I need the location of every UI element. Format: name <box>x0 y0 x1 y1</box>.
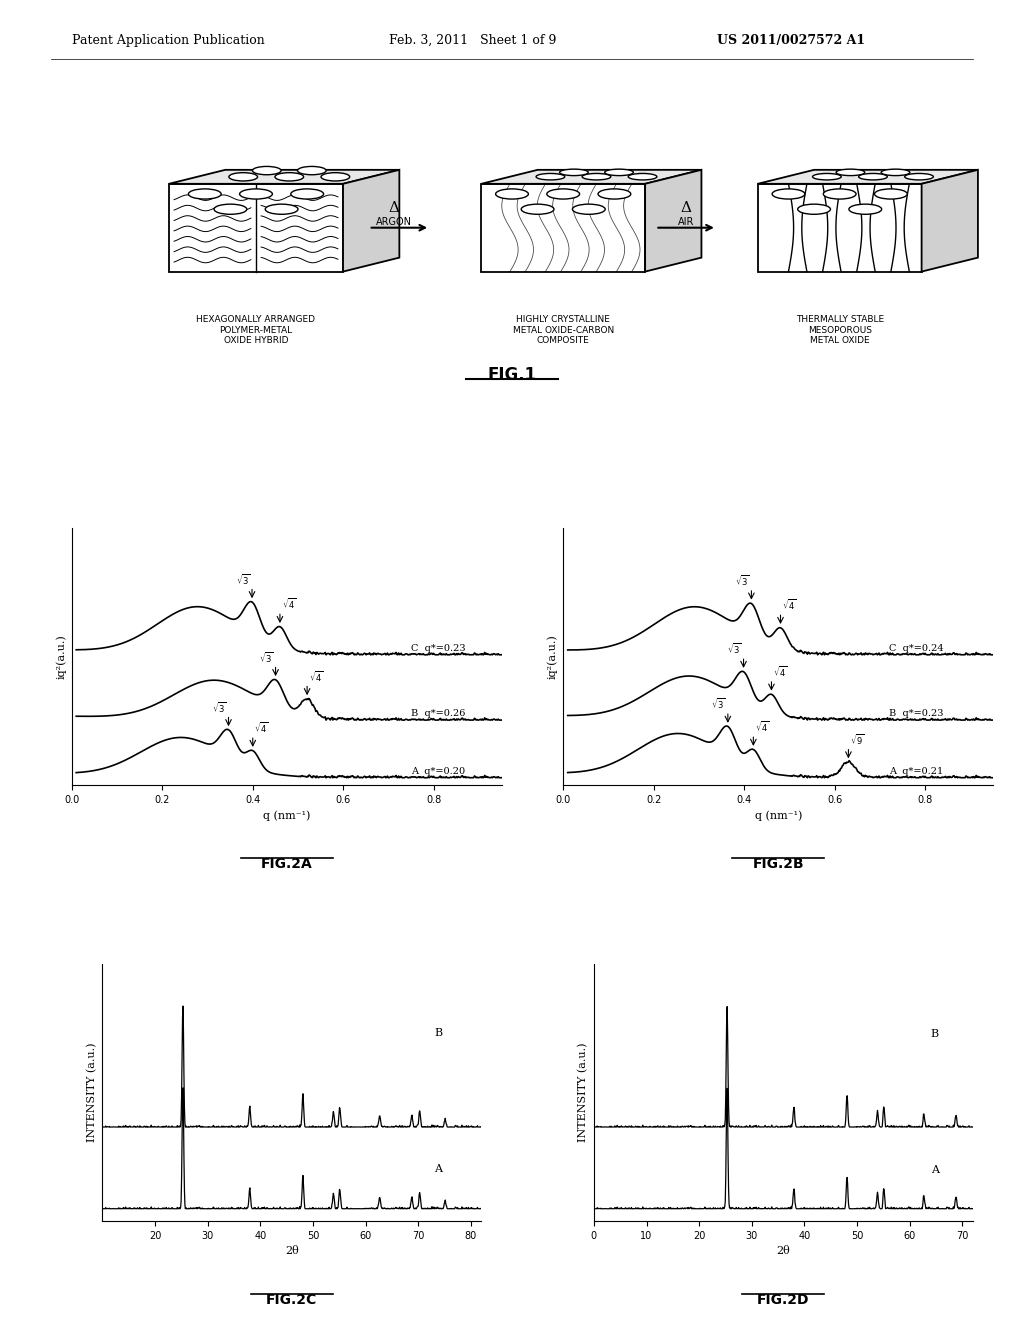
Ellipse shape <box>274 173 303 181</box>
Text: FIG.2D: FIG.2D <box>757 1294 810 1307</box>
Ellipse shape <box>836 169 864 176</box>
Ellipse shape <box>798 205 830 214</box>
Ellipse shape <box>604 169 633 176</box>
Y-axis label: INTENSITY (a.u.): INTENSITY (a.u.) <box>579 1043 589 1142</box>
Ellipse shape <box>905 173 934 180</box>
Polygon shape <box>169 170 399 183</box>
Polygon shape <box>922 170 978 272</box>
Y-axis label: iq²(a.u.): iq²(a.u.) <box>55 635 67 678</box>
Text: B  q*=0.26: B q*=0.26 <box>412 709 466 718</box>
Text: B: B <box>931 1028 939 1039</box>
Ellipse shape <box>560 169 589 176</box>
Text: B: B <box>434 1028 442 1039</box>
Polygon shape <box>481 170 701 183</box>
Ellipse shape <box>521 205 554 214</box>
Text: FIG.2A: FIG.2A <box>261 858 312 871</box>
Text: A: A <box>434 1164 442 1175</box>
Ellipse shape <box>240 189 272 199</box>
Text: US 2011/0027572 A1: US 2011/0027572 A1 <box>717 33 865 46</box>
Text: C  q*=0.24: C q*=0.24 <box>889 644 944 652</box>
Text: HIGHLY CRYSTALLINE
METAL OXIDE-CARBON
COMPOSITE: HIGHLY CRYSTALLINE METAL OXIDE-CARBON CO… <box>513 315 613 346</box>
Ellipse shape <box>252 166 281 174</box>
Ellipse shape <box>582 173 610 180</box>
Text: Patent Application Publication: Patent Application Publication <box>72 33 264 46</box>
Text: AIR: AIR <box>678 218 694 227</box>
Ellipse shape <box>858 173 887 180</box>
Ellipse shape <box>228 173 257 181</box>
Ellipse shape <box>882 169 910 176</box>
Y-axis label: INTENSITY (a.u.): INTENSITY (a.u.) <box>87 1043 97 1142</box>
Ellipse shape <box>496 189 528 199</box>
Polygon shape <box>343 170 399 272</box>
Ellipse shape <box>188 189 221 199</box>
Text: THERMALLY STABLE
MESOPOROUS
METAL OXIDE: THERMALLY STABLE MESOPOROUS METAL OXIDE <box>796 315 884 346</box>
Polygon shape <box>758 170 978 183</box>
Polygon shape <box>481 183 645 272</box>
X-axis label: q (nm⁻¹): q (nm⁻¹) <box>263 810 310 821</box>
Text: $\sqrt{4}$: $\sqrt{4}$ <box>782 598 797 612</box>
Ellipse shape <box>823 189 856 199</box>
Polygon shape <box>758 183 922 272</box>
Text: $\sqrt{3}$: $\sqrt{3}$ <box>712 697 726 711</box>
Text: $\sqrt{4}$: $\sqrt{4}$ <box>282 597 296 611</box>
Text: B  q*=0.23: B q*=0.23 <box>889 709 944 718</box>
Polygon shape <box>645 170 701 272</box>
Text: FIG.2B: FIG.2B <box>753 858 804 871</box>
Ellipse shape <box>874 189 907 199</box>
Text: $\sqrt{4}$: $\sqrt{4}$ <box>755 719 770 734</box>
Text: $\sqrt{3}$: $\sqrt{3}$ <box>727 642 741 656</box>
Text: $\sqrt{9}$: $\sqrt{9}$ <box>850 733 865 747</box>
Text: HEXAGONALLY ARRANGED
POLYMER-METAL
OXIDE HYBRID: HEXAGONALLY ARRANGED POLYMER-METAL OXIDE… <box>197 315 315 346</box>
Ellipse shape <box>598 189 631 199</box>
Ellipse shape <box>322 173 350 181</box>
Text: A  q*=0.21: A q*=0.21 <box>889 767 943 776</box>
X-axis label: 2θ: 2θ <box>776 1246 791 1257</box>
Text: Δ: Δ <box>681 201 691 215</box>
Text: ARGON: ARGON <box>376 218 413 227</box>
Text: $\sqrt{4}$: $\sqrt{4}$ <box>255 721 269 735</box>
Ellipse shape <box>772 189 805 199</box>
Y-axis label: iq²(a.u.): iq²(a.u.) <box>547 635 558 678</box>
Text: $\sqrt{3}$: $\sqrt{3}$ <box>735 574 750 589</box>
X-axis label: q (nm⁻¹): q (nm⁻¹) <box>755 810 802 821</box>
Text: Feb. 3, 2011   Sheet 1 of 9: Feb. 3, 2011 Sheet 1 of 9 <box>389 33 556 46</box>
Text: $\sqrt{4}$: $\sqrt{4}$ <box>773 664 787 678</box>
Text: FIG.2C: FIG.2C <box>266 1294 317 1307</box>
Text: $\sqrt{3}$: $\sqrt{3}$ <box>212 700 226 714</box>
Text: $\sqrt{3}$: $\sqrt{3}$ <box>236 572 250 586</box>
Ellipse shape <box>265 205 298 214</box>
Text: $\sqrt{3}$: $\sqrt{3}$ <box>259 649 273 664</box>
Ellipse shape <box>297 166 326 174</box>
Text: FIG.1: FIG.1 <box>487 366 537 384</box>
Ellipse shape <box>547 189 580 199</box>
X-axis label: 2θ: 2θ <box>285 1246 299 1257</box>
Text: Δ: Δ <box>389 201 399 215</box>
Text: A: A <box>931 1164 939 1175</box>
Ellipse shape <box>849 205 882 214</box>
Ellipse shape <box>813 173 842 180</box>
Ellipse shape <box>291 189 324 199</box>
Text: $\sqrt{4}$: $\sqrt{4}$ <box>309 669 324 684</box>
Ellipse shape <box>214 205 247 214</box>
Ellipse shape <box>629 173 657 180</box>
Ellipse shape <box>537 173 565 180</box>
Text: A  q*=0.20: A q*=0.20 <box>412 767 465 776</box>
Ellipse shape <box>572 205 605 214</box>
Text: C  q*=0.23: C q*=0.23 <box>412 644 466 652</box>
Polygon shape <box>169 183 343 272</box>
